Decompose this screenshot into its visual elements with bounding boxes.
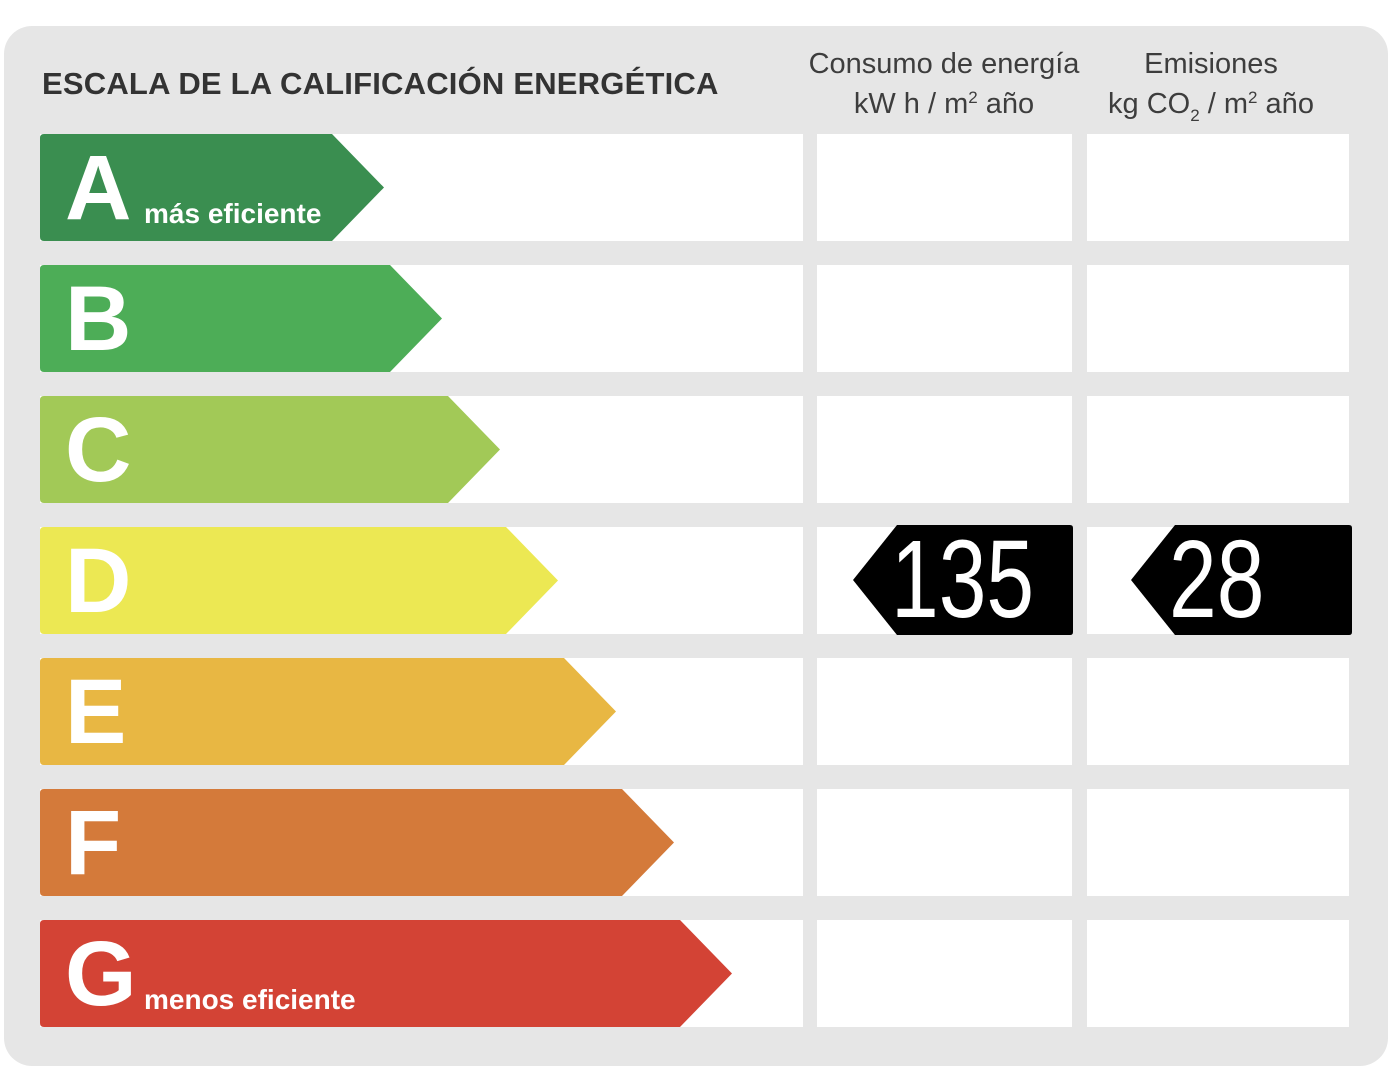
energy-result-marker-value: 135 — [891, 518, 1035, 641]
rating-arrow-shape-b — [40, 265, 442, 372]
energy-header-title: Consumo de energía — [808, 48, 1080, 80]
scale-title: ESCALA DE LA CALIFICACIÓN ENERGÉTICA — [42, 66, 719, 101]
energy-cell-f — [817, 789, 1072, 896]
energy-cell-a — [817, 134, 1072, 241]
energy-consumption-header: Consumo de energía kW h / m2 año — [808, 44, 1080, 124]
rating-arrow-shape-a — [40, 134, 384, 241]
emissions-header: Emisiones kg CO2 / m2 año — [1080, 44, 1342, 124]
rating-letter-g: G — [65, 923, 137, 1025]
rating-arrow-b: B — [40, 265, 442, 372]
energy-cell-b — [817, 265, 1072, 372]
energy-cell-g — [817, 920, 1072, 1027]
emissions-cell-f — [1087, 789, 1349, 896]
rating-arrow-f: F — [40, 789, 674, 896]
emissions-cell-e — [1087, 658, 1349, 765]
rating-label-a: más eficiente — [144, 198, 322, 229]
emissions-cell-g — [1087, 920, 1349, 1027]
rating-letter-c: C — [65, 399, 132, 501]
emissions-header-unit: kg CO2 / m2 año — [1108, 88, 1314, 125]
energy-header-unit: kW h / m2 año — [853, 88, 1035, 120]
rating-label-g: menos eficiente — [144, 984, 356, 1015]
rating-arrow-shape-c — [40, 396, 500, 503]
rating-arrow-d: D — [40, 527, 558, 634]
rating-arrow-shape-g — [40, 920, 732, 1027]
rating-letter-a: A — [65, 137, 132, 239]
emissions-result-marker-value: 28 — [1169, 518, 1265, 641]
energy-result-marker: 135 — [853, 525, 1073, 635]
rating-letter-f: F — [65, 792, 122, 894]
rating-arrow-shape-f — [40, 789, 674, 896]
rating-letter-b: B — [65, 268, 132, 370]
emissions-result-marker-shape — [1131, 525, 1352, 635]
emissions-header-title: Emisiones — [1144, 48, 1278, 80]
energy-cell-e — [817, 658, 1072, 765]
rating-letter-e: E — [65, 661, 127, 763]
rating-arrow-shape-e — [40, 658, 616, 765]
rating-arrow-e: E — [40, 658, 616, 765]
emissions-result-marker: 28 — [1131, 525, 1352, 635]
rating-arrow-c: C — [40, 396, 500, 503]
rating-arrow-shape-d — [40, 527, 558, 634]
emissions-cell-c — [1087, 396, 1349, 503]
energy-cell-c — [817, 396, 1072, 503]
energy-result-marker-shape — [853, 525, 1073, 635]
emissions-cell-b — [1087, 265, 1349, 372]
rating-letter-d: D — [65, 530, 132, 632]
emissions-cell-a — [1087, 134, 1349, 241]
